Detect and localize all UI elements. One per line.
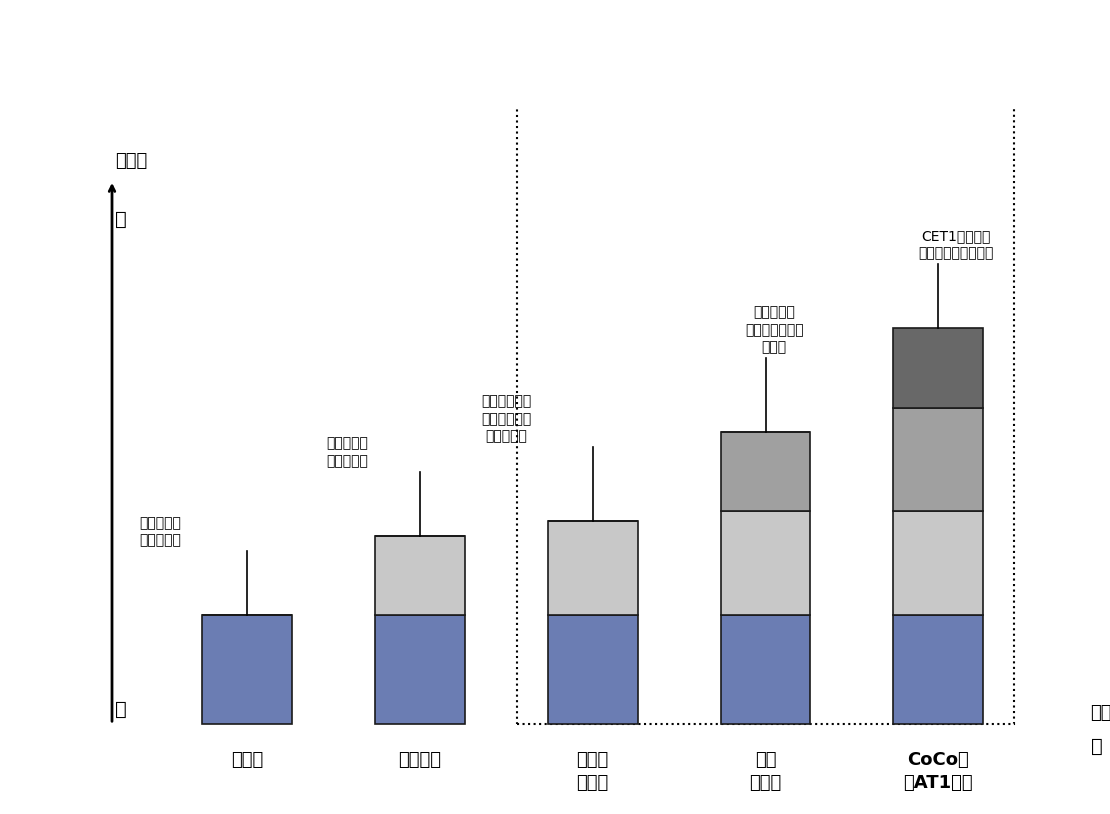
Text: 発行会社の
倒産リスク: 発行会社の 倒産リスク (326, 436, 369, 468)
Text: 普通社債: 普通社債 (398, 751, 442, 769)
Text: アメリカの
破綻リスク: アメリカの 破綻リスク (140, 516, 181, 547)
Bar (202, 615, 292, 724)
Text: 高: 高 (1090, 737, 1102, 756)
Bar (894, 408, 983, 511)
Bar (547, 615, 637, 724)
Bar (894, 511, 983, 615)
Text: 会社倒産時の
元本回収率が
低いリスク: 会社倒産時の 元本回収率が 低いリスク (481, 395, 532, 443)
Bar (720, 432, 810, 511)
Text: 債券種類ごとの利回りとリスク: 債券種類ごとの利回りとリスク (415, 38, 695, 72)
Bar (720, 511, 810, 615)
Bar (894, 615, 983, 724)
Text: CoCo債
（AT1債）: CoCo債 （AT1債） (904, 751, 973, 791)
Text: CET1比率下落
（元本削減リスク）: CET1比率下落 （元本削減リスク） (918, 229, 993, 260)
Bar (375, 615, 465, 724)
Text: 満期がなく
繰上償還しない
リスク: 満期がなく 繰上償還しない リスク (745, 305, 804, 354)
Text: 米国債: 米国債 (231, 751, 263, 769)
Text: 期限付
劣後債: 期限付 劣後債 (576, 751, 608, 791)
Bar (375, 536, 465, 615)
Text: リスク: リスク (1090, 703, 1110, 722)
Text: 低: 低 (115, 700, 128, 719)
Bar (547, 521, 637, 615)
Text: （著者作成）: （著者作成） (1013, 813, 1073, 814)
Bar (894, 328, 983, 408)
Text: 永久
劣後債: 永久 劣後債 (749, 751, 781, 791)
Bar (720, 615, 810, 724)
Text: 利回り: 利回り (115, 152, 148, 170)
Text: 高: 高 (115, 210, 128, 229)
